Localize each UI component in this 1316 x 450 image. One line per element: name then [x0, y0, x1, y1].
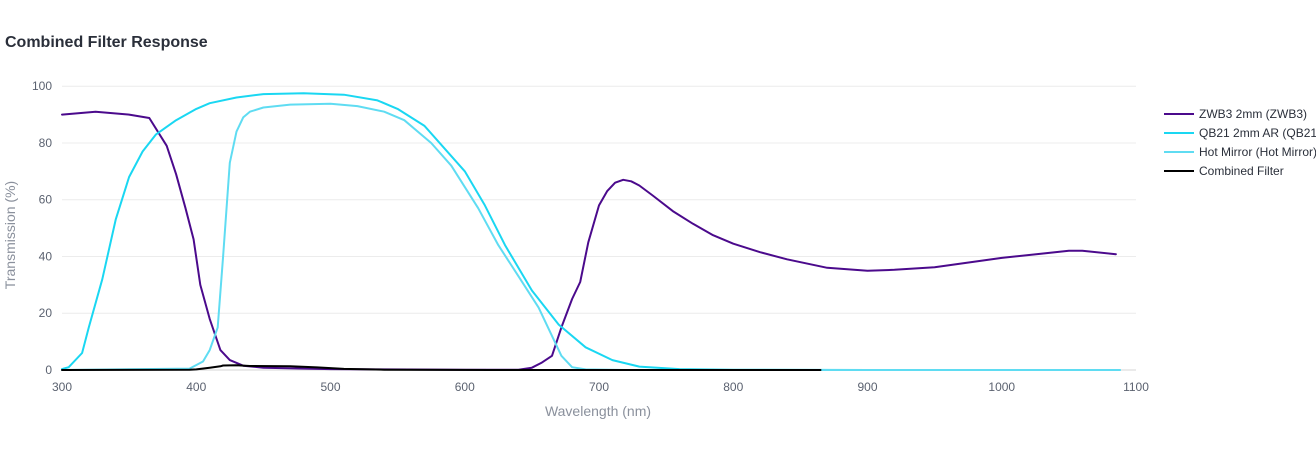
y-tick-label: 0 — [45, 363, 52, 377]
y-tick-label: 20 — [39, 306, 53, 320]
x-tick-label: 1000 — [988, 380, 1015, 394]
chart-title: Combined Filter Response — [5, 34, 208, 51]
y-tick-label: 80 — [39, 136, 53, 150]
series-line — [61, 102, 1121, 371]
x-axis-title: Wavelength (nm) — [545, 403, 651, 419]
x-tick-label: 800 — [723, 380, 743, 394]
y-tick-label: 60 — [39, 193, 53, 207]
y-tick-label: 40 — [39, 249, 53, 263]
legend-label: Combined Filter — [1199, 164, 1284, 178]
x-tick-label: 600 — [455, 380, 475, 394]
legend-item[interactable]: ZWB3 2mm (ZWB3) — [1164, 107, 1307, 121]
series-lines — [61, 92, 1121, 371]
y-tick-label: 100 — [32, 79, 52, 93]
x-axis-ticks: 300 400 500 600 700 800 900 1000 1100 — [52, 380, 1149, 394]
legend-item[interactable]: Combined Filter — [1164, 164, 1284, 178]
series-line — [61, 364, 822, 371]
x-tick-label: 1100 — [1123, 380, 1149, 394]
legend: ZWB3 2mm (ZWB3) QB21 2mm AR (QB21 Hot Mirr… — [1164, 107, 1316, 178]
legend-label: QB21 2mm AR (QB21 — [1199, 126, 1316, 140]
x-tick-label: 900 — [857, 380, 877, 394]
legend-item[interactable]: QB21 2mm AR (QB21 — [1164, 126, 1316, 140]
legend-label: Hot Mirror (Hot Mirror) — [1199, 145, 1316, 159]
y-axis-title: Transmission (%) — [2, 181, 18, 289]
x-tick-label: 500 — [320, 380, 340, 394]
gridlines — [62, 85, 1136, 314]
series-line — [61, 92, 1121, 371]
x-tick-label: 700 — [589, 380, 609, 394]
x-tick-label: 300 — [52, 380, 72, 394]
legend-label: ZWB3 2mm (ZWB3) — [1199, 107, 1307, 121]
x-tick-label: 400 — [186, 380, 206, 394]
y-axis-ticks: 0 20 40 60 80 100 — [32, 79, 52, 377]
series-line — [61, 110, 1117, 371]
legend-item[interactable]: Hot Mirror (Hot Mirror) — [1164, 145, 1316, 159]
